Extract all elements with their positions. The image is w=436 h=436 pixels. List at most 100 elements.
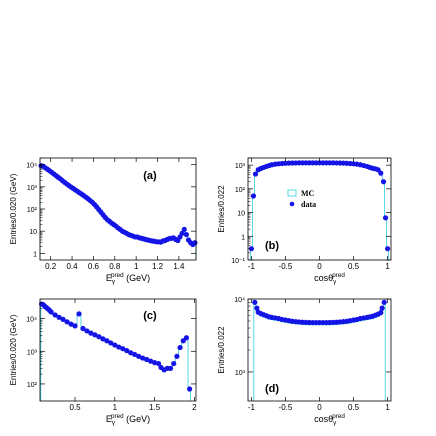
x-tick-label: 0.5 (69, 403, 81, 412)
data-point (254, 305, 260, 311)
legend-mc-label: MC (301, 189, 315, 198)
y-tick-label: 10² (27, 382, 38, 389)
data-point (380, 179, 387, 185)
legend-data-label: data (301, 200, 316, 209)
data-point (378, 310, 384, 316)
x-tick-label: 0.5 (348, 262, 360, 271)
y-axis-label: Entries/0.022 (217, 326, 226, 374)
x-tick-label: 1.4 (173, 262, 185, 271)
data-point (104, 338, 110, 344)
data-point (378, 170, 384, 176)
data-point (155, 360, 162, 367)
data-point (84, 328, 90, 334)
data-point (152, 360, 158, 366)
data-point (108, 340, 114, 346)
y-tick-label: 10 (237, 211, 245, 218)
panel-a: 0.2 0.4 0.6 0.8 1 1.2 1.4 1 10 10² 10³ 10⁴ Eγpred (G… (9, 157, 198, 286)
data-point (116, 344, 122, 350)
x-tick-label: 2 (192, 403, 197, 412)
data-point (88, 330, 94, 336)
data-point (187, 386, 193, 392)
y-axis-label: Entries/0.022 (217, 185, 226, 233)
data-point (177, 344, 183, 351)
data-point (183, 335, 190, 341)
data-point (112, 342, 118, 348)
x-axis-label: Eγpred (GeV) (106, 272, 150, 286)
panel-c: 0.5 1 1.5 2 10² 10³ 10⁴ Eγpred (GeV) Entries/0.0… (9, 298, 197, 427)
x-tick-label: 0.8 (109, 262, 121, 271)
data-point (64, 319, 70, 325)
x-axis-label: cosθγpred (314, 413, 345, 427)
x-tick-label: 1 (113, 403, 118, 412)
data-point (248, 246, 255, 252)
legend-mc-swatch (287, 189, 297, 197)
data-point (120, 346, 126, 352)
data-point (179, 230, 185, 236)
y-tick-label: 10⁴ (234, 297, 245, 304)
x-tick-label: -1 (248, 262, 256, 271)
plot-frame (39, 298, 197, 402)
panel-b: -1 -0.5 0 0.5 1 10⁻¹ 1 10 10² 10³ cosθγpred Entries… (217, 157, 392, 286)
x-tick-label: 1 (385, 403, 390, 412)
data-point (136, 353, 142, 359)
x-axis-label: Eγpred (GeV) (106, 413, 150, 427)
x-tick-label: 0 (317, 403, 322, 412)
data-point (144, 356, 150, 363)
data-point (148, 358, 154, 364)
y-tick-label: 10⁴ (26, 163, 37, 170)
data-point (96, 334, 102, 340)
panel-d: -1 -0.5 0 0.5 1 10³ 10⁴ cosθγpred Entries/0.022 (… (217, 297, 392, 427)
y-tick-label: 1 (33, 251, 37, 258)
data-point (379, 305, 385, 311)
data-point (48, 309, 54, 315)
y-tick-label: 1 (241, 234, 245, 241)
panel-title: (a) (143, 170, 157, 182)
y-tick-label: 10³ (27, 349, 38, 356)
x-tick-label: 0.4 (66, 262, 78, 271)
legend-data-marker (289, 201, 295, 207)
data-point (171, 360, 177, 367)
data-point (60, 316, 66, 322)
y-tick-label: 10⁴ (26, 317, 37, 324)
data-point (100, 336, 106, 342)
panel-title: (c) (143, 310, 157, 322)
y-tick-label: 10² (27, 207, 38, 214)
x-tick-label: 0.2 (45, 262, 57, 271)
data-point (381, 299, 387, 305)
y-axis-label: Entries/0.020 (GeV) (9, 314, 18, 385)
x-axis-label: cosθγpred (314, 272, 345, 286)
x-tick-label: 0.5 (348, 403, 360, 412)
data-point (52, 312, 58, 318)
data-point (92, 332, 98, 338)
data-point (80, 325, 86, 332)
data-point (140, 355, 146, 361)
data-point (72, 323, 78, 329)
data-point (56, 314, 62, 320)
x-tick-label: -1 (248, 403, 256, 412)
panel-title: (b) (265, 240, 279, 252)
y-tick-label: 10² (235, 187, 246, 194)
data-point (250, 193, 257, 199)
data-point (68, 321, 74, 327)
panel-title: (d) (265, 383, 279, 395)
data-point (252, 171, 259, 177)
x-tick-label: -0.5 (279, 403, 293, 412)
data-point (174, 353, 180, 359)
data-point (181, 226, 187, 233)
data-point (132, 351, 138, 358)
y-tick-label: 10³ (235, 370, 246, 377)
plot-frame (39, 157, 197, 261)
x-tick-label: 1 (385, 262, 390, 271)
x-tick-label: 1.2 (152, 262, 164, 271)
x-tick-label: 1 (134, 262, 139, 271)
data-point (384, 246, 391, 252)
y-tick-label: 10 (29, 229, 37, 236)
data-point (252, 299, 258, 305)
data-point (183, 231, 189, 238)
data-point (76, 311, 82, 317)
x-tick-label: -0.5 (279, 262, 293, 271)
x-tick-label: 0.6 (88, 262, 100, 271)
data-point (192, 240, 198, 246)
data-point (382, 215, 389, 221)
